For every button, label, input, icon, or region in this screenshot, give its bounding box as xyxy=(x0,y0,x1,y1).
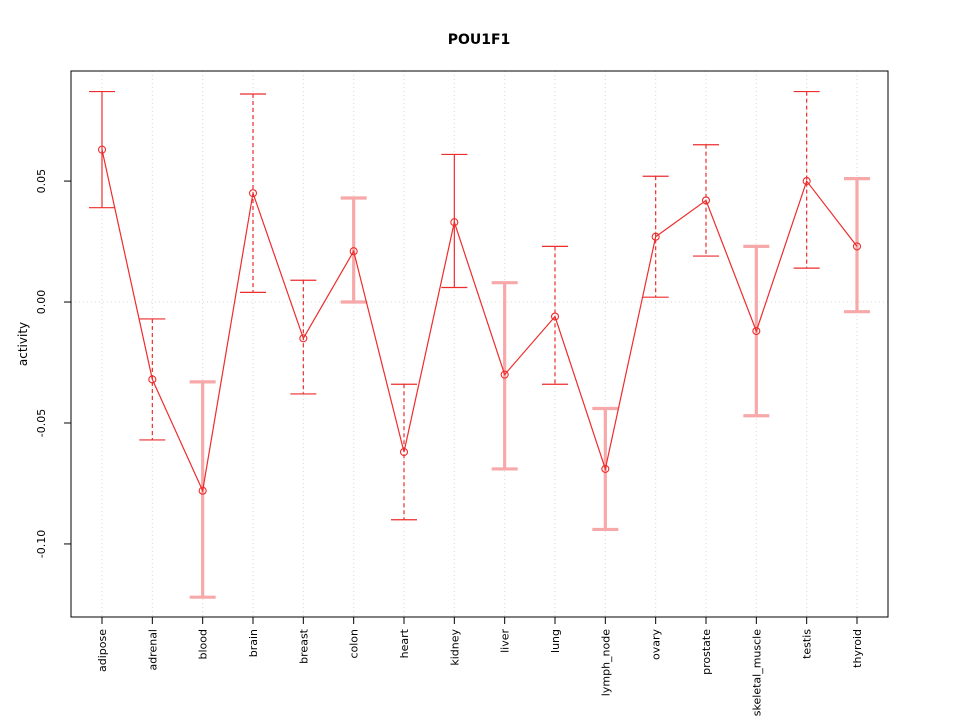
plot-border xyxy=(70,70,889,618)
data-point-adipose xyxy=(97,145,107,154)
x-tick-label-skeletal_muscle: skeletal_muscle xyxy=(750,629,763,716)
data-point-heart xyxy=(399,447,409,457)
data-point-liver xyxy=(500,370,509,379)
x-tick-label-kidney: kidney xyxy=(448,629,461,666)
data-point-skeletal_muscle xyxy=(752,327,761,336)
y-tick-label: 0.00 xyxy=(35,290,48,315)
chart-title: POU1F1 xyxy=(448,32,511,48)
x-tick-label-breast: breast xyxy=(297,628,310,664)
data-point-colon xyxy=(349,247,358,256)
series-line xyxy=(101,149,858,493)
x-tick-label-testis: testis xyxy=(801,629,814,659)
y-tick-label: -0.10 xyxy=(35,530,48,558)
x-tick-label-lymph_node: lymph_node xyxy=(599,629,612,696)
x-tick-label-adrenal: adrenal xyxy=(146,629,159,671)
plot-area: 0.05 0.00 -0.05 -0.10 adipose adrenal blood bra… xyxy=(35,70,889,716)
x-tick-label-brain: brain xyxy=(247,629,260,657)
x-tick-label-ovary: ovary xyxy=(650,629,663,661)
data-point-prostate xyxy=(701,196,711,205)
x-tick-label-lung: lung xyxy=(549,629,562,653)
x-tick-label-thyroid: thyroid xyxy=(851,629,864,668)
data-point-kidney xyxy=(450,218,459,227)
data-point-thyroid xyxy=(852,242,862,251)
data-point-breast xyxy=(299,334,308,343)
data-point-adrenal xyxy=(148,375,157,384)
data-point-brain xyxy=(248,189,258,198)
data-point-blood xyxy=(198,486,207,495)
data-point-lung xyxy=(550,312,560,321)
data-point-lymph_node xyxy=(601,464,610,473)
x-tick-label-adipose: adipose xyxy=(96,629,109,672)
x-tick-label-blood: blood xyxy=(197,629,210,659)
x-tick-label-liver: liver xyxy=(499,629,512,653)
y-axis-title: activity xyxy=(16,322,30,366)
x-tick-label-colon: colon xyxy=(348,629,361,659)
y-tick-label: -0.05 xyxy=(35,409,48,437)
data-point-ovary xyxy=(651,232,660,241)
x-tick-label-heart: heart xyxy=(398,628,411,658)
y-tick-label: 0.05 xyxy=(35,169,48,194)
x-tick-label-prostate: prostate xyxy=(700,629,713,675)
data-point-testis xyxy=(802,177,811,186)
